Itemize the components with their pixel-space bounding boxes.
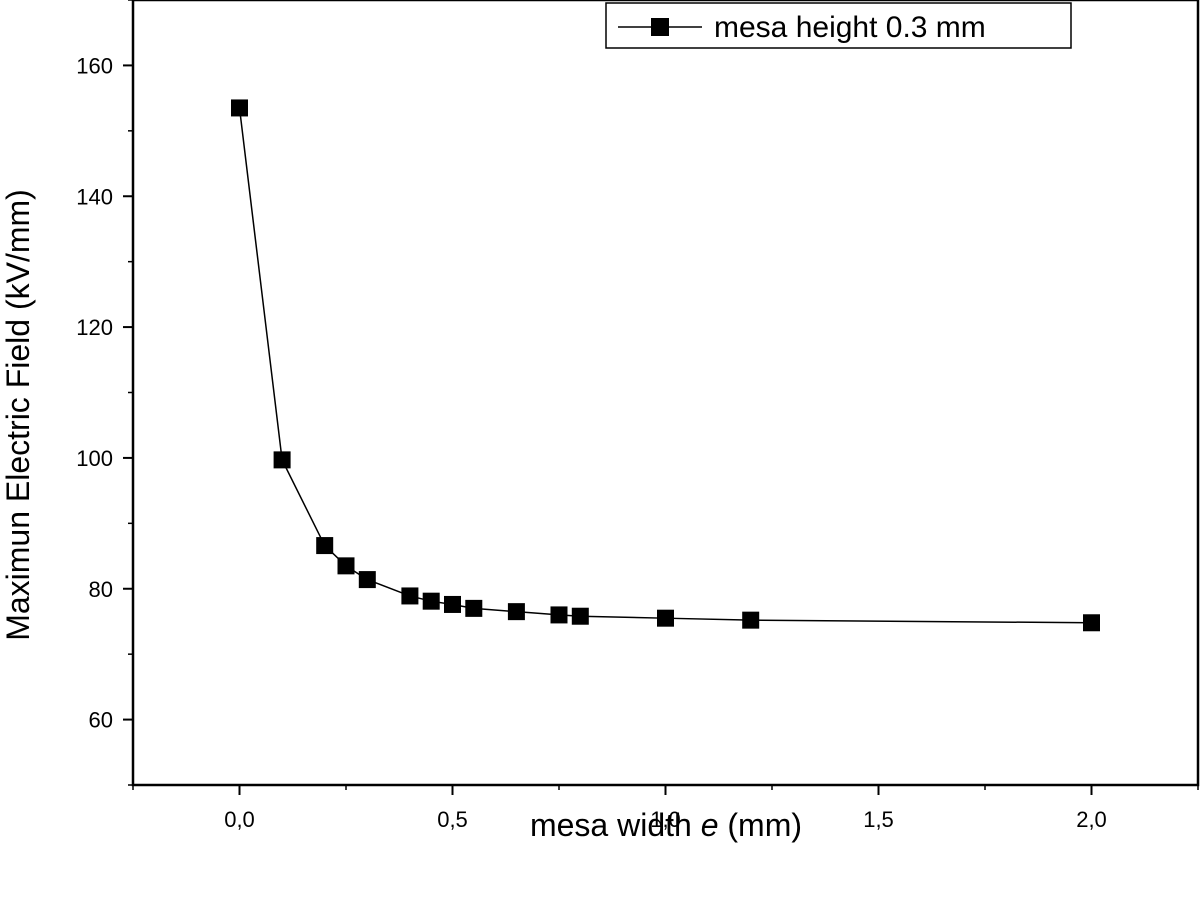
y-tick-label: 120 [76,315,113,340]
y-tick-label: 160 [76,53,113,78]
legend-box [605,2,1072,49]
data-point-marker [231,99,248,117]
data-point-marker [571,607,589,625]
legend-marker-square [651,18,669,36]
data-point-marker [550,606,568,624]
y-tick-label: 80 [89,577,113,602]
legend: mesa height 0.3 mm [605,2,1072,49]
data-point-marker [507,603,525,621]
x-axis-title-suffix: (mm) [719,807,803,843]
x-axis-ticks: 0,0 0,5 1,0 1,5 2,0 [132,785,1199,832]
y-axis-ticks: 60 80 100 120 140 160 [76,0,133,786]
x-tick-label: 2,0 [1076,807,1107,832]
y-axis-title: Maximun Electric Field (kV/mm) [0,189,36,641]
legend-label: mesa height 0.3 mm [714,11,986,44]
data-point-marker [465,599,483,617]
x-axis-title-prefix: mesa width [530,807,701,843]
x-tick-label: 0,0 [224,807,255,832]
data-point-marker [337,557,355,575]
x-tick-label: 1,0 [650,807,681,832]
data-point-marker [401,587,419,605]
y-tick-label: 100 [76,446,113,471]
series-line [238,107,1092,624]
y-tick-label: 140 [76,184,113,209]
data-point-marker [742,611,760,629]
data-point-marker [444,595,461,613]
data-point-marker [358,571,376,589]
plot-frame [131,0,1200,787]
x-tick-label: 1,5 [863,807,894,832]
data-point-marker [1083,614,1100,632]
data-point-marker [273,451,291,469]
y-tick-label: 60 [89,708,113,733]
x-axis-title: mesa width e (mm) [530,807,802,843]
x-tick-label: 0,5 [437,807,468,832]
data-point-marker [422,592,440,610]
data-point-marker [657,609,674,627]
data-point-marker [316,537,334,555]
series-layer [231,99,1100,632]
x-axis-title-variable: e [701,807,719,843]
